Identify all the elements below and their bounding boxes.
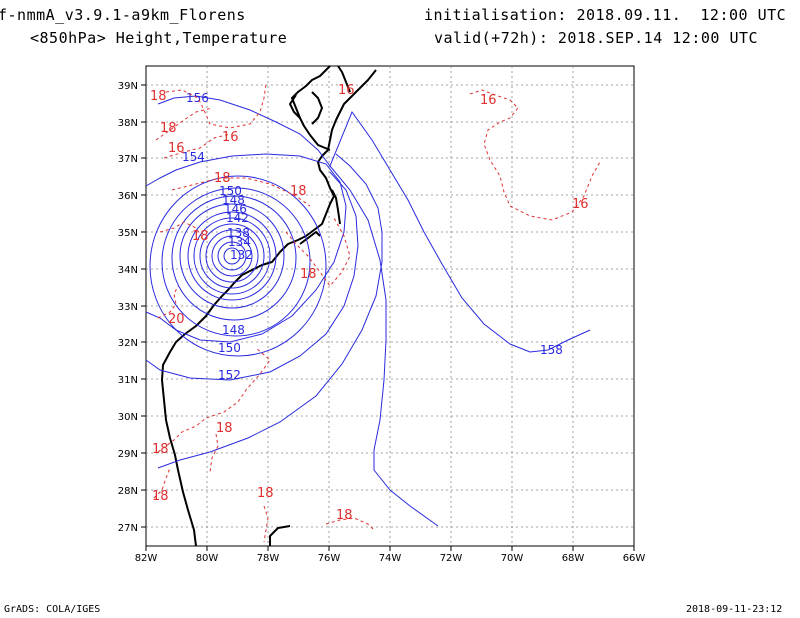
timestamp-footer: 2018-09-11-23:12 bbox=[686, 604, 783, 615]
height-label: 158 bbox=[540, 343, 563, 357]
temperature-label: 18 bbox=[290, 184, 307, 199]
x-tick-label: 66W bbox=[623, 553, 646, 564]
height-label: 138 bbox=[227, 226, 250, 240]
height-label: 156 bbox=[186, 91, 209, 105]
height-label: 132 bbox=[230, 248, 253, 262]
y-tick-label: 36N bbox=[118, 191, 138, 202]
model-title: f-nmmA_v3.9.1-a9km_Florens bbox=[0, 6, 246, 24]
temperature-label: 18 bbox=[192, 229, 209, 244]
x-tick-label: 72W bbox=[440, 553, 463, 564]
y-tick-label: 33N bbox=[118, 302, 138, 313]
height-contour-labels: 156 154 150 148 146 142 138 134 132 148 … bbox=[182, 91, 563, 382]
temperature-label: 16 bbox=[480, 93, 497, 108]
temperature-label: 18 bbox=[216, 421, 233, 436]
valid-time: valid(+72h): 2018.SEP.14 12:00 UTC bbox=[434, 29, 759, 47]
y-tick-label: 35N bbox=[118, 228, 138, 239]
x-tick-label: 74W bbox=[379, 553, 402, 564]
y-tick-label: 32N bbox=[118, 338, 138, 349]
temperature-contours bbox=[153, 83, 601, 543]
y-tick-label: 29N bbox=[118, 449, 138, 460]
temperature-label: 16 bbox=[572, 197, 589, 212]
y-tick-label: 37N bbox=[118, 154, 138, 165]
temperature-label: 18 bbox=[257, 486, 274, 501]
x-tick-label: 82W bbox=[135, 553, 158, 564]
temperature-contour-labels: 18 16 18 16 18 18 18 18 20 18 18 18 18 1… bbox=[150, 83, 589, 523]
height-label: 152 bbox=[218, 368, 241, 382]
temperature-label: 18 bbox=[152, 489, 169, 504]
height-label: 142 bbox=[226, 211, 249, 225]
height-label: 154 bbox=[182, 150, 205, 164]
y-tick-label: 30N bbox=[118, 412, 138, 423]
temperature-label: 16 bbox=[222, 130, 239, 145]
temperature-label: 18 bbox=[214, 171, 231, 186]
field-title: <850hPa> Height,Temperature bbox=[30, 29, 288, 47]
x-tick-label: 76W bbox=[318, 553, 341, 564]
temperature-label: 18 bbox=[152, 442, 169, 457]
y-tick-label: 27N bbox=[118, 523, 138, 534]
y-tick-label: 39N bbox=[118, 81, 138, 92]
temperature-label: 18 bbox=[160, 121, 177, 136]
y-tick-label: 38N bbox=[118, 118, 138, 129]
height-label: 148 bbox=[222, 323, 245, 337]
height-label: 146 bbox=[224, 202, 247, 216]
height-label: 150 bbox=[218, 341, 241, 355]
temperature-label: 18 bbox=[300, 267, 317, 282]
temperature-label: 20 bbox=[168, 312, 185, 327]
credit-footer: GrADS: COLA/IGES bbox=[4, 604, 101, 615]
temperature-label: 18 bbox=[150, 89, 167, 104]
y-tick-label: 31N bbox=[118, 375, 138, 386]
height-label: 134 bbox=[228, 235, 251, 249]
temperature-label: 18 bbox=[336, 508, 353, 523]
x-tick-label: 78W bbox=[257, 553, 280, 564]
y-tick-label: 28N bbox=[118, 486, 138, 497]
x-tick-label: 80W bbox=[196, 553, 219, 564]
init-time: initialisation: 2018.09.11. 12:00 UTC bbox=[424, 6, 787, 24]
height-label: 150 bbox=[219, 184, 242, 198]
x-tick-label: 70W bbox=[501, 553, 524, 564]
height-label: 148 bbox=[222, 193, 245, 207]
temperature-label: 16 bbox=[168, 141, 185, 156]
temperature-label: 16 bbox=[338, 83, 355, 98]
y-tick-label: 34N bbox=[118, 265, 138, 276]
height-contours bbox=[145, 95, 591, 527]
x-tick-label: 68W bbox=[562, 553, 585, 564]
